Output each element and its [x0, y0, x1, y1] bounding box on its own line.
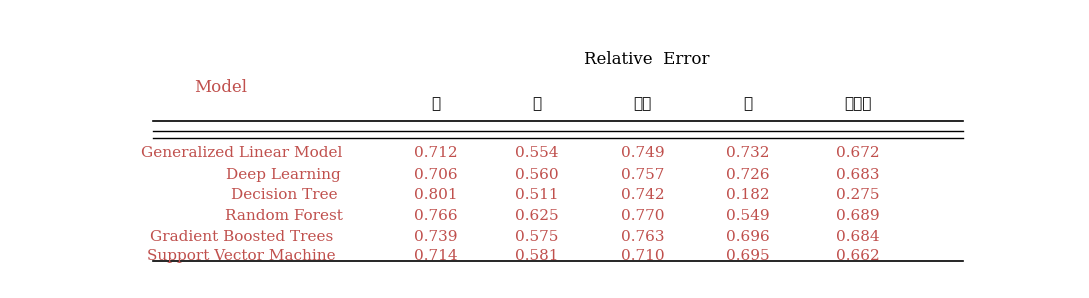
Text: 0.706: 0.706: [414, 167, 457, 181]
Text: 0.275: 0.275: [836, 188, 880, 202]
Text: 0.757: 0.757: [621, 167, 664, 181]
Text: 벼: 벼: [431, 98, 440, 111]
Text: 0.742: 0.742: [621, 188, 664, 202]
Text: 0.749: 0.749: [621, 146, 664, 160]
Text: 0.182: 0.182: [726, 188, 770, 202]
Text: 0.683: 0.683: [836, 167, 880, 181]
Text: 콩: 콩: [744, 98, 752, 111]
Text: Random Forest: Random Forest: [225, 209, 343, 223]
Text: 0.732: 0.732: [726, 146, 770, 160]
Text: Support Vector Machine: Support Vector Machine: [147, 249, 335, 263]
Text: 0.763: 0.763: [621, 229, 664, 243]
Text: 0.766: 0.766: [414, 209, 457, 223]
Text: 0.511: 0.511: [515, 188, 559, 202]
Text: 0.710: 0.710: [621, 249, 664, 263]
Text: Model: Model: [194, 79, 247, 96]
Text: 0.739: 0.739: [414, 229, 457, 243]
Text: Decision Tree: Decision Tree: [231, 188, 338, 202]
Text: 0.625: 0.625: [515, 209, 559, 223]
Text: 0.575: 0.575: [515, 229, 559, 243]
Text: 옥수수: 옥수수: [844, 98, 871, 111]
Text: 0.662: 0.662: [836, 249, 880, 263]
Text: 0.560: 0.560: [515, 167, 559, 181]
Text: 0.712: 0.712: [414, 146, 457, 160]
Text: Deep Learning: Deep Learning: [227, 167, 341, 181]
Text: 보리: 보리: [634, 98, 651, 111]
Text: Relative  Error: Relative Error: [584, 51, 709, 68]
Text: 0.714: 0.714: [414, 249, 457, 263]
Text: 0.672: 0.672: [836, 146, 880, 160]
Text: 0.581: 0.581: [515, 249, 559, 263]
Text: 0.684: 0.684: [836, 229, 880, 243]
Text: 0.695: 0.695: [726, 249, 770, 263]
Text: 0.801: 0.801: [414, 188, 457, 202]
Text: 0.689: 0.689: [836, 209, 880, 223]
Text: 밀: 밀: [533, 98, 541, 111]
Text: Gradient Boosted Trees: Gradient Boosted Trees: [150, 229, 333, 243]
Text: 0.770: 0.770: [621, 209, 664, 223]
Text: Generalized Linear Model: Generalized Linear Model: [140, 146, 342, 160]
Text: 0.554: 0.554: [515, 146, 559, 160]
Text: 0.549: 0.549: [726, 209, 770, 223]
Text: 0.696: 0.696: [726, 229, 770, 243]
Text: 0.726: 0.726: [726, 167, 770, 181]
